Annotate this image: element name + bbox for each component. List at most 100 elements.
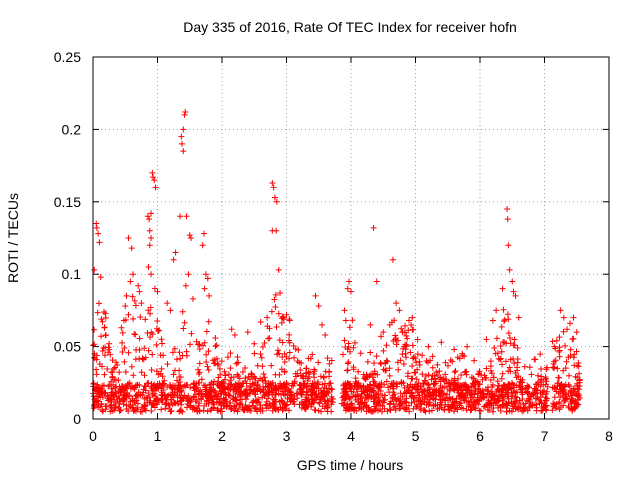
data-point: [422, 372, 429, 379]
grid-lines: [93, 57, 609, 419]
data-point: [269, 399, 276, 406]
data-point: [121, 344, 128, 351]
data-point: [178, 388, 185, 395]
data-point: [379, 408, 386, 415]
data-point: [259, 363, 266, 370]
data-point: [403, 332, 410, 339]
data-point: [370, 398, 377, 405]
data-point: [370, 224, 377, 231]
data-point: [499, 361, 506, 368]
data-point: [538, 407, 545, 414]
data-point: [228, 381, 235, 388]
data-point: [212, 334, 219, 341]
data-point: [221, 368, 228, 375]
data-point: [502, 389, 509, 396]
data-point: [358, 400, 365, 407]
data-point: [117, 389, 124, 396]
data-point: [495, 386, 502, 393]
data-point: [488, 392, 495, 399]
data-point: [446, 387, 453, 394]
data-point: [303, 370, 310, 377]
data-point: [266, 388, 273, 395]
data-point: [132, 302, 139, 309]
data-point: [442, 371, 449, 378]
data-point: [528, 371, 535, 378]
data-point: [262, 401, 269, 408]
data-point: [94, 381, 101, 388]
data-point: [97, 394, 104, 401]
data-point: [265, 395, 272, 402]
data-point: [563, 358, 570, 365]
data-point: [501, 318, 508, 325]
data-point: [574, 382, 581, 389]
data-point: [519, 379, 526, 386]
data-point: [538, 365, 545, 372]
data-point: [115, 377, 122, 384]
data-point: [574, 374, 581, 381]
data-point: [555, 380, 562, 387]
data-point: [200, 342, 207, 349]
data-point: [519, 395, 526, 402]
data-point: [139, 408, 146, 415]
data-point: [515, 314, 522, 321]
data-point: [251, 388, 258, 395]
data-point: [324, 388, 331, 395]
data-point: [164, 361, 171, 368]
data-point: [154, 288, 161, 295]
data-point: [429, 389, 436, 396]
data-point: [521, 363, 528, 370]
data-point: [174, 398, 181, 405]
data-point: [576, 370, 583, 377]
data-point: [246, 386, 253, 393]
data-point: [186, 399, 193, 406]
data-point: [414, 336, 421, 343]
data-point: [369, 385, 376, 392]
data-point: [167, 396, 174, 403]
data-point: [486, 401, 493, 408]
data-point: [381, 381, 388, 388]
data-point: [153, 341, 160, 348]
data-point: [224, 354, 231, 361]
data-point: [99, 407, 106, 414]
data-point: [377, 359, 384, 366]
data-point: [122, 393, 129, 400]
data-point: [505, 393, 512, 400]
data-point: [514, 359, 521, 366]
data-point: [388, 380, 395, 387]
data-point: [134, 400, 141, 407]
data-point: [396, 307, 403, 314]
data-point: [158, 336, 165, 343]
data-point: [415, 392, 422, 399]
data-point: [281, 350, 288, 357]
data-point: [204, 363, 211, 370]
data-point: [502, 401, 509, 408]
data-point: [236, 400, 243, 407]
data-point: [246, 406, 253, 413]
data-point: [145, 263, 152, 270]
data-point: [281, 358, 288, 365]
data-point: [93, 371, 100, 378]
data-point: [383, 378, 390, 385]
data-point: [519, 408, 526, 415]
data-point: [509, 278, 516, 285]
data-point: [487, 358, 494, 365]
data-point: [413, 359, 420, 366]
data-point: [474, 394, 481, 401]
data-point: [179, 308, 186, 315]
data-point: [362, 394, 369, 401]
data-point: [475, 386, 482, 393]
data-point: [167, 307, 174, 314]
data-point: [217, 390, 224, 397]
data-point: [105, 383, 112, 390]
data-point: [228, 326, 235, 333]
data-point: [125, 349, 132, 356]
data-point: [221, 385, 228, 392]
data-point: [125, 380, 132, 387]
data-point: [123, 292, 130, 299]
data-point: [526, 403, 533, 410]
data-point: [160, 380, 167, 387]
data-point: [510, 342, 517, 349]
data-point: [355, 368, 362, 375]
data-point: [484, 406, 491, 413]
